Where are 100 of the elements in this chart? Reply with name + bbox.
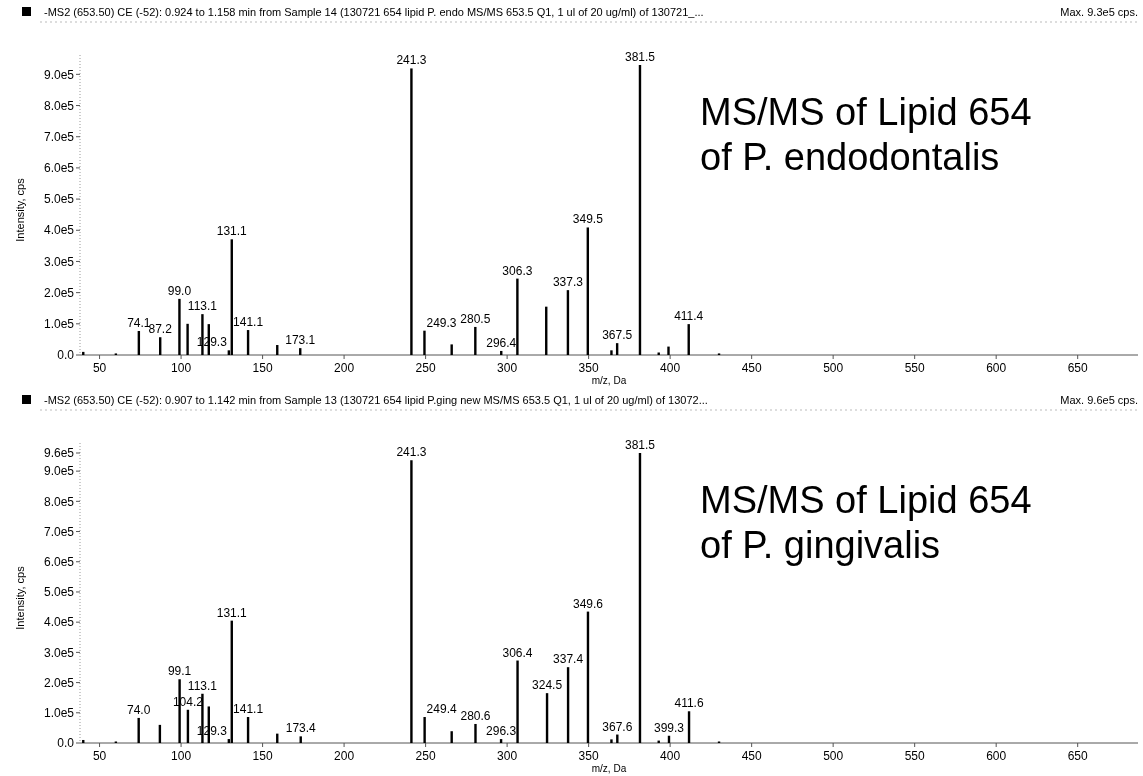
annotation: 306.4 xyxy=(502,645,533,660)
y-tick-label: 3.0e5 xyxy=(43,254,75,269)
annotation: MS/MS of Lipid 654 xyxy=(700,91,1032,133)
x-tick-label: 350 xyxy=(578,361,599,375)
x-tick-label: 550 xyxy=(904,749,925,763)
annotation: 241.3 xyxy=(396,445,427,460)
annotation: 113.1 xyxy=(187,678,218,693)
y-tick-label: 6.0e5 xyxy=(43,161,75,176)
annotation: 306.3 xyxy=(502,263,533,278)
annotation: 173.4 xyxy=(285,721,317,736)
bar xyxy=(616,734,619,743)
y-tick-label: 9.6e5 xyxy=(43,446,75,461)
x-tick-label: 400 xyxy=(660,749,681,763)
bar xyxy=(474,723,477,743)
annotation: 337.3 xyxy=(552,275,584,290)
y-tick-label: 7.0e5 xyxy=(43,524,75,539)
bar xyxy=(423,717,426,743)
bar xyxy=(516,660,519,743)
annotation: 131.1 xyxy=(216,224,248,239)
bar xyxy=(410,460,413,743)
y-tick-label: 5.0e5 xyxy=(43,192,75,207)
annotation: 99.1 xyxy=(167,664,192,679)
annotation: 411.6 xyxy=(674,696,704,711)
x-axis-title: m/z, Da xyxy=(591,375,627,386)
x-tick-label: 500 xyxy=(823,749,844,763)
annotation: 141.1 xyxy=(233,315,264,330)
annotation: 99.0 xyxy=(167,283,192,298)
x-tick-label: 100 xyxy=(171,361,192,375)
x-tick-label: 50 xyxy=(92,361,107,375)
annotation: 249.3 xyxy=(426,315,457,330)
x-tick-label: 300 xyxy=(497,749,518,763)
annotation: 87.2 xyxy=(148,322,173,337)
y-tick-label: 1.0e5 xyxy=(43,317,75,332)
annotation: 381.5 xyxy=(624,438,656,452)
annotation: 349.6 xyxy=(572,596,604,611)
annotation: 381.5 xyxy=(624,50,656,64)
annotation: 296.4 xyxy=(486,335,517,350)
x-tick-label: 450 xyxy=(741,749,762,763)
y-axis-title: Intensity, cps xyxy=(14,565,26,630)
chart-title: -MS2 (653.50) CE (-52): 0.907 to 1.142 min from Sample 13 (130721 654 lipid P.ging new MS/MS 653.5 Q1, 1 ul of 20 ug/ml) of 13072... xyxy=(44,394,708,406)
chart-subtitle: Max. 9.6e5 cps. xyxy=(1060,394,1138,406)
annotation: 324.5 xyxy=(532,678,563,693)
y-tick-label: 6.0e5 xyxy=(43,554,75,569)
y-tick-label: 7.0e5 xyxy=(43,129,75,144)
x-tick-label: 300 xyxy=(497,361,518,375)
x-tick-label: 350 xyxy=(578,749,599,763)
bar xyxy=(410,68,413,355)
x-tick-label: 100 xyxy=(171,749,192,763)
y-tick-label: 2.0e5 xyxy=(43,675,75,690)
bar xyxy=(186,323,189,355)
x-tick-label: 150 xyxy=(252,361,273,375)
y-tick-label: 0.0 xyxy=(57,736,75,751)
annotation: 249.4 xyxy=(426,702,457,717)
annotation: 337.4 xyxy=(553,652,584,667)
bar xyxy=(610,739,613,743)
annotation: of P. gingivalis xyxy=(700,524,941,566)
x-tick-label: 50 xyxy=(92,749,107,763)
y-tick-label: 3.0e5 xyxy=(43,645,75,660)
y-axis-title: Intensity, cps xyxy=(14,177,26,242)
annotation: 349.5 xyxy=(572,212,604,227)
y-tick-label: 1.0e5 xyxy=(43,705,75,720)
x-tick-label: 600 xyxy=(986,361,1007,375)
y-tick-label: 2.0e5 xyxy=(43,285,75,300)
y-tick-label: 5.0e5 xyxy=(43,585,75,600)
x-tick-label: 150 xyxy=(252,749,273,763)
y-tick-label: 0.0 xyxy=(57,348,75,363)
annotation: of P. endodontalis xyxy=(700,136,1000,178)
chart-subtitle: Max. 9.3e5 cps. xyxy=(1060,6,1138,18)
bar xyxy=(450,344,453,355)
annotation: 367.6 xyxy=(602,719,633,734)
annotation: 280.6 xyxy=(460,708,491,723)
y-tick-label: 8.0e5 xyxy=(43,98,75,113)
x-tick-label: 400 xyxy=(660,361,681,375)
x-tick-label: 250 xyxy=(415,361,436,375)
x-axis-title: m/z, Da xyxy=(591,763,627,774)
bar xyxy=(516,278,519,355)
bar xyxy=(450,731,453,743)
bar xyxy=(137,717,140,743)
annotation: 131.1 xyxy=(216,605,248,620)
annotation: 74.0 xyxy=(127,702,151,717)
bar xyxy=(610,350,613,355)
annotation: 367.5 xyxy=(602,328,633,343)
x-tick-label: 500 xyxy=(823,361,844,375)
annotation: 173.1 xyxy=(285,333,316,348)
annotation: 399.3 xyxy=(653,720,685,735)
x-tick-label: 250 xyxy=(415,749,436,763)
y-tick-label: 4.0e5 xyxy=(43,223,75,238)
chart-title: -MS2 (653.50) CE (-52): 0.924 to 1.158 min from Sample 14 (130721 654 lipid P. endo MS/MS 653.5 Q1, 1 ul of 20 ug/ml) of 130721_... xyxy=(44,6,704,18)
y-tick-label: 9.0e5 xyxy=(43,67,75,82)
x-tick-label: 650 xyxy=(1067,361,1089,375)
y-tick-label: 9.0e5 xyxy=(43,464,75,479)
annotation: MS/MS of Lipid 654 xyxy=(700,479,1032,521)
annotation: 141.1 xyxy=(233,702,264,717)
x-tick-label: 550 xyxy=(904,361,925,375)
x-tick-label: 600 xyxy=(986,749,1007,763)
x-tick-label: 200 xyxy=(334,749,355,763)
bar xyxy=(667,346,670,355)
annotation: 113.1 xyxy=(187,299,218,314)
annotation: 241.3 xyxy=(396,53,427,68)
x-tick-label: 450 xyxy=(741,361,762,375)
